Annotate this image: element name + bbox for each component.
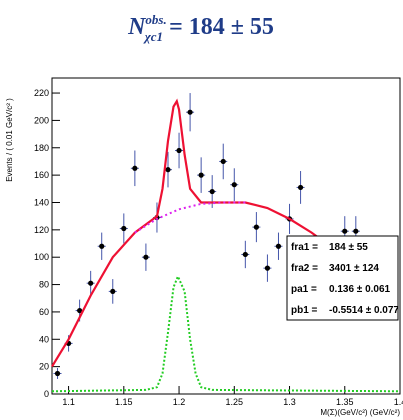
data-point [198, 172, 204, 178]
y-tick-label: 80 [39, 280, 49, 290]
data-point [220, 158, 226, 165]
data-point [275, 243, 282, 249]
x-tick-label: 1.1 [62, 397, 75, 407]
frame [51, 77, 401, 395]
y-tick-label: 140 [34, 197, 49, 207]
x-tick-label: 1.25 [226, 397, 244, 407]
y-tick-label: 120 [34, 225, 49, 235]
y-tick-label: 40 [39, 334, 49, 344]
stat-name: pa1 = [291, 284, 317, 295]
data-point [187, 109, 193, 115]
stat-value: 184 ± 55 [329, 242, 368, 253]
fit-curve [51, 273, 401, 393]
stat-name: fra1 = [291, 242, 318, 253]
y-axis-label: Events / ( 0.01 GeV/c² ) [5, 98, 14, 182]
title-sup: obs. [145, 12, 166, 27]
data-point [264, 265, 271, 271]
x-tick-label: 1.15 [115, 397, 133, 407]
stat-name: fra2 = [291, 263, 318, 274]
data-point [231, 182, 237, 188]
y-tick-label: 60 [39, 307, 49, 317]
stat-value: 3401 ± 124 [329, 263, 379, 274]
stat-name: pb1 = [291, 305, 318, 316]
x-tick-label: 1.4 [394, 397, 403, 407]
data-point [253, 224, 259, 230]
y-tick-label: 100 [34, 252, 49, 262]
data-point [54, 370, 61, 377]
data-point [353, 228, 359, 234]
stat-value: 0.136 ± 0.061 [329, 284, 391, 295]
data-point [132, 165, 138, 171]
fit-curve [51, 98, 324, 368]
stat-value: -0.5514 ± 0.077 [329, 305, 399, 316]
data-point [110, 288, 116, 295]
y-tick-label: 20 [39, 362, 49, 372]
data-point [88, 280, 94, 286]
x-tick-label: 1.35 [336, 397, 354, 407]
data-point [121, 225, 127, 232]
y-tick-label: 160 [34, 170, 49, 180]
title-sub: χc1 [143, 29, 163, 44]
y-tick-label: 200 [34, 115, 49, 125]
data-point [242, 251, 248, 258]
fit-curve [134, 201, 246, 234]
x-axis-label: M(Σ)(GeV/c²) (GeV/c²) [320, 408, 400, 417]
title-rest: = 184 ± 55 [169, 14, 274, 40]
data-point [342, 228, 348, 234]
data-point [99, 243, 105, 249]
stat-box [286, 235, 399, 321]
chart-title: Nobs. χc1 = 184 ± 55 [127, 12, 274, 44]
y-tick-label: 180 [34, 143, 49, 153]
data-point [165, 167, 171, 173]
x-tick-label: 1.3 [283, 397, 296, 407]
data-point [297, 184, 304, 191]
data-point [176, 147, 182, 154]
data-point [143, 254, 149, 260]
y-tick-label: 0 [44, 389, 49, 399]
data-point [77, 307, 83, 314]
data-point [209, 188, 215, 195]
title-base: N [127, 14, 147, 40]
x-tick-label: 1.2 [173, 397, 186, 407]
y-tick-label: 220 [34, 88, 49, 98]
